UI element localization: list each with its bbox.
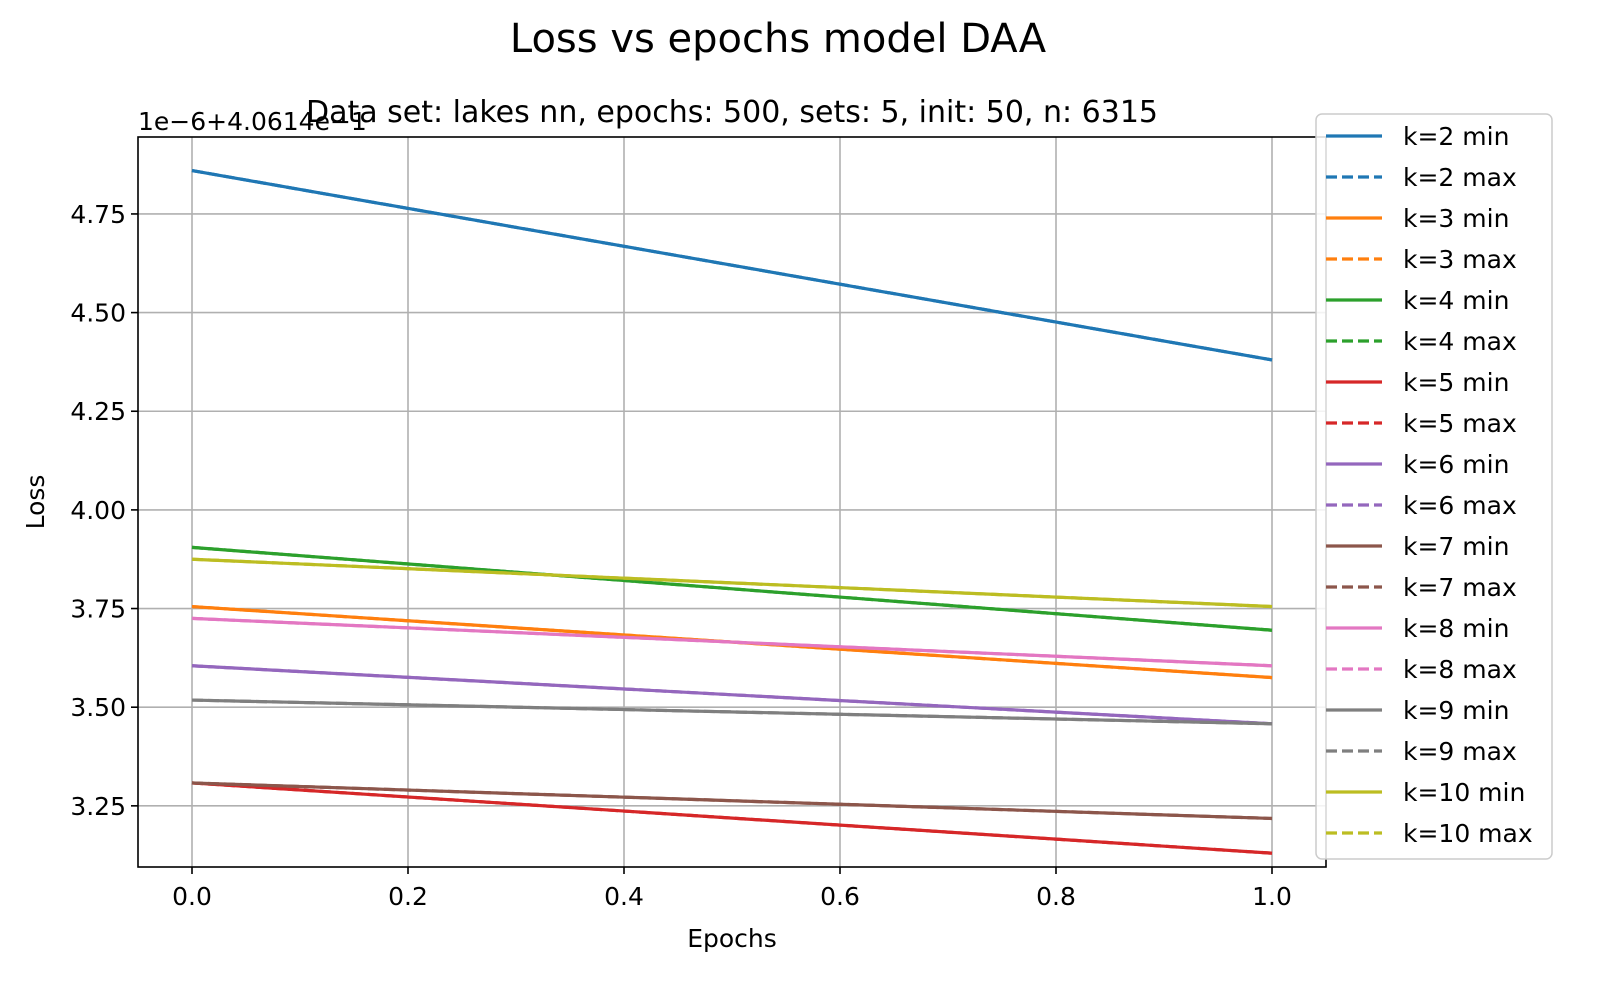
legend-label: k=10 max [1403,819,1533,848]
y-axis-label: Loss [21,475,50,530]
chart-subtitle: Data set: lakes nn, epochs: 500, sets: 5… [306,95,1158,130]
x-axis-label: Epochs [687,924,777,953]
grid [138,137,1326,867]
y-tick-label: 4.00 [70,496,126,525]
series-line-k-4-max [191,545,1273,632]
x-tick-label: 0.4 [604,882,644,911]
legend-label: k=5 max [1403,409,1517,438]
y-axis-ticks: 3.25 3.50 3.75 4.00 4.25 4.50 4.75 [70,200,138,821]
x-tick-label: 0.2 [388,882,428,911]
series-line-k-2-max [191,168,1273,362]
series-line-k-6-max [191,664,1273,726]
y-tick-label: 3.75 [70,595,126,624]
series-lines [191,168,1273,855]
legend-label: k=8 max [1403,655,1517,684]
chart-title: Loss vs epochs model DAA [510,16,1047,62]
legend-label: k=7 min [1403,532,1509,561]
legend-label: k=6 min [1403,450,1509,479]
legend-label: k=9 max [1403,737,1517,766]
legend-label: k=4 min [1403,286,1509,315]
legend: k=2 min k=2 max k=3 min k=3 max k=4 min k=4 m… [1315,113,1553,860]
series-line-k-9-max [191,698,1273,726]
y-tick-label: 3.25 [70,792,126,821]
legend-label: k=4 max [1403,327,1517,356]
series-line-k-8-max [191,616,1273,668]
legend-label: k=10 min [1403,778,1525,807]
x-tick-label: 1.0 [1252,882,1292,911]
plot-area-frame [137,136,1327,868]
legend-label: k=2 min [1403,122,1509,151]
legend-label: k=9 min [1403,696,1509,725]
x-tick-label: 0.8 [1036,882,1076,911]
y-offset-text: 1e−6+4.0614e−1 [138,107,367,136]
legend-label: k=3 max [1403,245,1517,274]
legend-label: k=7 max [1403,573,1517,602]
x-axis-ticks: 0.0 0.2 0.4 0.6 0.8 1.0 [172,867,1292,911]
x-tick-label: 0.6 [820,882,860,911]
x-tick-label: 0.0 [172,882,212,911]
y-tick-label: 4.25 [70,397,126,426]
legend-label: k=8 min [1403,614,1509,643]
legend-label: k=2 max [1403,163,1517,192]
series-line-k-10-max [191,557,1273,609]
y-tick-label: 4.50 [70,299,126,328]
series-line-k-3-max [191,604,1273,680]
series-line-k-5-max [191,781,1273,855]
y-tick-label: 3.50 [70,693,126,722]
y-tick-label: 4.75 [70,200,126,229]
legend-label: k=3 min [1403,204,1509,233]
series-line-k-7-max [191,781,1273,821]
legend-label: k=5 min [1403,368,1509,397]
legend-label: k=6 max [1403,491,1517,520]
